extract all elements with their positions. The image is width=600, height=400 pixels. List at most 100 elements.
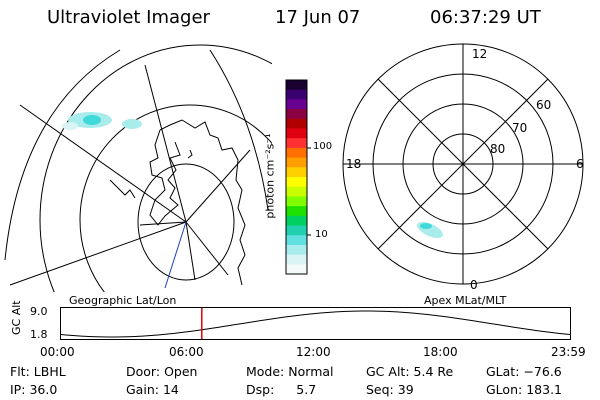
meridian-line bbox=[144, 64, 187, 223]
glon-label: GLon: bbox=[486, 382, 523, 397]
latitude-circle-outer bbox=[39, 44, 272, 292]
colorbar-cell bbox=[286, 254, 307, 265]
colorbar-gradient bbox=[286, 80, 307, 275]
colorbar-cell bbox=[286, 225, 307, 236]
door-value: Open bbox=[164, 364, 198, 379]
meridian-line bbox=[185, 149, 251, 223]
gc-alt-status: GC Alt: 5.4 Re bbox=[366, 364, 453, 379]
colorbar-frame bbox=[285, 79, 308, 275]
colorbar-cell bbox=[286, 118, 307, 129]
time-tick-0000: 00:00 bbox=[40, 345, 75, 359]
colorbar-cell bbox=[286, 147, 307, 159]
mlat-label-80: 80 bbox=[490, 142, 506, 156]
colorbar-cell bbox=[286, 244, 307, 256]
glon-value: 183.1 bbox=[526, 382, 563, 397]
altitude-tick-max: 9.0 bbox=[30, 305, 48, 318]
dsp-status: Dsp: 5.7 bbox=[246, 382, 316, 397]
dsp-label: Dsp: bbox=[246, 382, 275, 397]
colorbar-cell bbox=[286, 235, 307, 246]
meridian-line bbox=[9, 221, 187, 286]
time-tick-1800: 18:00 bbox=[423, 345, 458, 359]
colorbar-cell bbox=[286, 167, 307, 178]
geo-panel-label: Geographic Lat/Lon bbox=[69, 294, 177, 307]
polar-panel-label: Apex MLat/MLT bbox=[424, 294, 507, 307]
colorbar-cell bbox=[286, 99, 307, 110]
dsp-value: 5.7 bbox=[296, 382, 317, 397]
colorbar-cell bbox=[286, 264, 307, 275]
aurora-emission bbox=[420, 223, 432, 229]
colorbar-cell bbox=[286, 89, 307, 100]
gc-alt-value: 5.4 Re bbox=[413, 364, 454, 379]
aurora-emission bbox=[83, 115, 101, 125]
aurora-emission bbox=[417, 221, 443, 239]
altitude-tick-min: 1.8 bbox=[30, 328, 48, 341]
colorbar-cell bbox=[286, 80, 307, 91]
seq-value: 39 bbox=[397, 382, 414, 397]
meridian-line bbox=[19, 104, 187, 223]
filter-value: LBHL bbox=[33, 364, 66, 379]
gain-label: Gain: bbox=[126, 382, 159, 397]
glon-status: GLon: 183.1 bbox=[486, 382, 562, 397]
door-status: Door: Open bbox=[126, 364, 197, 379]
timeline-frame bbox=[60, 307, 571, 340]
seq-status: Seq: 39 bbox=[366, 382, 414, 397]
altitude-curve bbox=[60, 310, 571, 338]
ip-label: IP: bbox=[10, 382, 26, 397]
mlt-label-18: 18 bbox=[346, 157, 362, 171]
mode-value: Normal bbox=[288, 364, 334, 379]
colorbar-cell bbox=[286, 186, 307, 197]
gc-alt-label: GC Alt: bbox=[366, 364, 410, 379]
filter-status: Flt: LBHL bbox=[10, 364, 66, 379]
mlat-label-60: 60 bbox=[536, 98, 552, 112]
time-tick-1200: 12:00 bbox=[296, 345, 331, 359]
mlt-label-6: 6 bbox=[576, 157, 584, 171]
polar-plot bbox=[342, 43, 584, 285]
colorbar-cell bbox=[286, 177, 307, 188]
geographic-map bbox=[4, 44, 272, 292]
colorbar-cell bbox=[286, 109, 307, 120]
observation-time: 06:37:29 UT bbox=[430, 7, 541, 28]
mlt-label-0: 0 bbox=[470, 278, 478, 292]
colorbar-cell bbox=[286, 206, 307, 217]
colorbar-cell bbox=[286, 196, 307, 207]
mode-label: Mode: bbox=[246, 364, 285, 379]
app-title: Ultraviolet Imager bbox=[47, 7, 210, 28]
meridian-line bbox=[139, 221, 187, 226]
colorbar-cell bbox=[286, 128, 307, 139]
colorbar bbox=[285, 79, 311, 275]
mode-status: Mode: Normal bbox=[246, 364, 334, 379]
coastline bbox=[109, 119, 246, 286]
glat-value: −76.6 bbox=[523, 364, 562, 379]
map-frame-arc-right bbox=[209, 49, 269, 211]
mlt-line-diagonal bbox=[377, 78, 549, 250]
map-frame-arc-left bbox=[4, 49, 121, 261]
meridian-line bbox=[185, 221, 196, 281]
gain-value: 14 bbox=[162, 382, 179, 397]
ip-value: 36.0 bbox=[29, 382, 58, 397]
time-tick-0600: 06:00 bbox=[169, 345, 204, 359]
colorbar-cell bbox=[286, 215, 307, 226]
gain-status: Gain: 14 bbox=[126, 382, 179, 397]
seq-label: Seq: bbox=[366, 382, 394, 397]
colorbar-cell bbox=[286, 138, 307, 149]
glat-label: GLat: bbox=[486, 364, 520, 379]
time-tick-2359: 23:59 bbox=[551, 345, 586, 359]
latitude-circle-inner bbox=[137, 163, 235, 281]
altitude-timeline bbox=[60, 307, 571, 340]
ip-status: IP: 36.0 bbox=[10, 382, 57, 397]
colorbar-unit-label: photon cm⁻²s⁻¹ bbox=[263, 133, 277, 219]
door-label: Door: bbox=[126, 364, 161, 379]
latitude-circle-mid bbox=[79, 104, 272, 292]
filter-label: Flt: bbox=[10, 364, 30, 379]
mlt-label-12: 12 bbox=[472, 47, 488, 61]
mlat-label-70: 70 bbox=[512, 121, 528, 135]
meridian-line bbox=[185, 221, 229, 276]
aurora-emission bbox=[62, 122, 78, 130]
observation-date: 17 Jun 07 bbox=[275, 7, 361, 28]
glat-status: GLat: −76.6 bbox=[486, 364, 562, 379]
altitude-axis-label: GC Alt bbox=[10, 300, 23, 335]
sightline bbox=[164, 221, 187, 289]
colorbar-cell bbox=[286, 157, 307, 168]
colorbar-tick-100: 100 bbox=[313, 141, 333, 152]
aurora-emission bbox=[122, 119, 142, 129]
